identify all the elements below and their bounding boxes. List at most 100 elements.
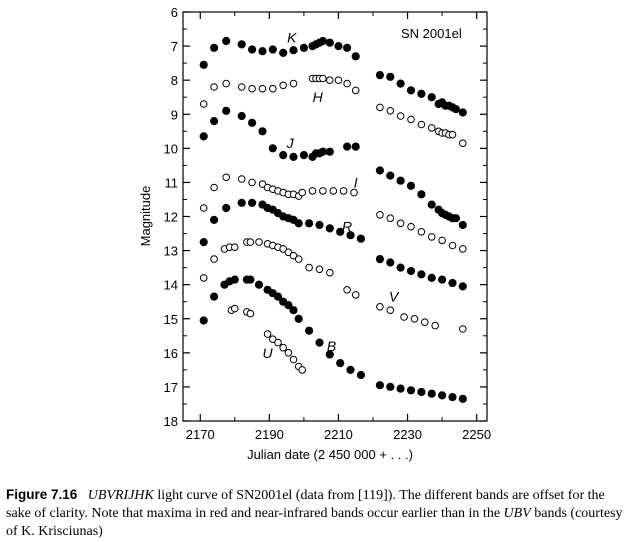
band-label-u: U [263, 345, 274, 361]
data-point-b [210, 292, 219, 301]
caption-text-1: light curve of SN2001el (data from [119]… [6, 488, 605, 521]
data-point-h [248, 84, 256, 93]
data-point-b [294, 314, 303, 323]
y-tick-label: 13 [164, 244, 178, 259]
data-point-v [400, 313, 408, 321]
data-point-i [199, 204, 208, 212]
data-point-k [406, 86, 416, 95]
data-point-i [417, 228, 426, 236]
data-point-h [326, 76, 334, 84]
data-point-h [222, 79, 230, 88]
supernova-annotation: SN 2001el [401, 26, 462, 41]
data-point-b [315, 338, 324, 347]
data-point-r [305, 219, 314, 228]
series-h [199, 74, 467, 147]
data-point-h [459, 139, 467, 147]
data-point-v [376, 303, 384, 311]
band-label-h: H [313, 89, 324, 105]
data-point-b [284, 301, 293, 310]
data-point-v [231, 243, 239, 251]
data-point-b [458, 394, 467, 403]
data-point-i [350, 188, 358, 197]
data-point-i [448, 241, 457, 250]
band-labels: K H J I R V B U [263, 30, 400, 361]
data-point-k [222, 36, 231, 46]
data-point-j [199, 132, 208, 141]
data-point-j [237, 111, 246, 121]
data-point-u [274, 338, 282, 347]
data-point-v [386, 306, 395, 315]
x-tick-label: 2250 [462, 427, 491, 442]
data-point-j [451, 214, 460, 223]
data-point-b [325, 350, 334, 359]
data-point-i [396, 219, 405, 228]
data-point-j [427, 200, 436, 209]
data-point-h [396, 112, 405, 120]
data-point-b [230, 275, 239, 284]
data-point-h [334, 76, 343, 84]
data-point-r [248, 198, 257, 207]
series-r [199, 198, 467, 291]
data-point-h [351, 86, 360, 95]
series-u [227, 304, 307, 374]
data-point-r [396, 263, 405, 272]
data-point-j [351, 142, 360, 151]
data-point-j [386, 171, 395, 180]
x-axis-title: Julian date (2 450 000 + . . .) [247, 447, 413, 462]
band-label-i: I [354, 174, 358, 190]
data-point-v [431, 321, 440, 330]
data-point-i [298, 188, 307, 197]
data-point-b [406, 386, 416, 395]
y-axis-title: Magnitude [138, 186, 153, 247]
data-point-u [298, 366, 307, 374]
data-point-k [417, 89, 426, 98]
data-point-b [305, 326, 314, 335]
data-point-i [222, 173, 230, 182]
data-point-k [210, 43, 219, 52]
data-point-v [305, 263, 313, 272]
data-point-v [459, 325, 467, 333]
data-point-h [237, 83, 246, 91]
axis-ticks [183, 11, 487, 422]
data-point-h [386, 107, 395, 115]
data-point-b [356, 370, 365, 380]
data-point-b [199, 316, 208, 325]
data-point-k [318, 36, 327, 46]
data-point-i [237, 175, 246, 183]
y-tick-label: 15 [164, 312, 178, 327]
data-point-h [448, 130, 457, 139]
tick-labels: 2170 2190 2210 2230 2250 6 7 8 9 10 11 12 13 14 15 16 17… [164, 5, 492, 442]
data-point-r [222, 203, 231, 213]
data-point-j [289, 152, 298, 161]
data-point-h [319, 74, 327, 83]
data-point-b [375, 381, 384, 390]
data-point-j [458, 220, 467, 230]
data-point-b [438, 391, 447, 400]
data-point-v [210, 255, 218, 263]
y-tick-label: 17 [164, 380, 178, 395]
data-point-v [343, 286, 351, 294]
y-tick-label: 16 [164, 346, 178, 361]
data-point-v [351, 291, 360, 299]
data-point-k [351, 52, 360, 61]
data-point-k [268, 45, 277, 54]
data-point-k [289, 46, 298, 55]
data-point-b [396, 384, 405, 393]
data-point-k [458, 108, 467, 117]
data-point-r [294, 219, 303, 228]
data-point-v [289, 251, 298, 260]
data-point-i [248, 178, 256, 187]
data-points [199, 36, 467, 403]
series-v [199, 238, 467, 333]
data-point-b [246, 275, 255, 284]
data-point-j [258, 127, 267, 136]
band-label-j: J [286, 135, 295, 151]
data-point-k [343, 43, 352, 52]
data-point-u [231, 304, 239, 313]
data-point-i [427, 233, 436, 241]
data-point-j [318, 147, 327, 156]
data-point-r [458, 282, 467, 291]
y-tick-label: 9 [171, 107, 178, 122]
data-point-b [427, 389, 436, 398]
data-point-b [448, 393, 457, 402]
